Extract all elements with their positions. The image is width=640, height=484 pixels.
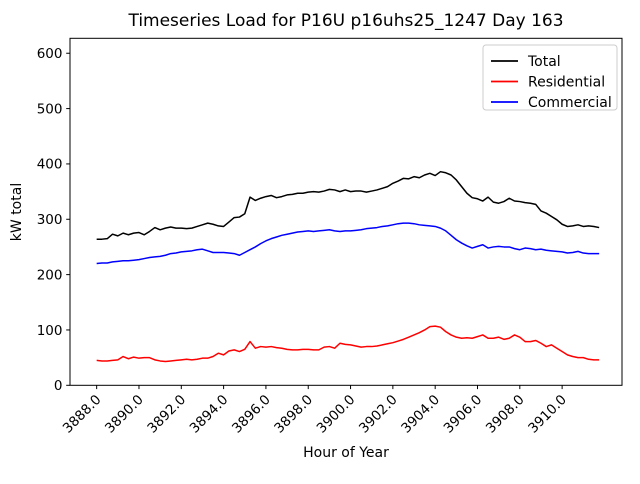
x-tick-label: 3904.0	[398, 392, 443, 437]
x-tick-label: 3892.0	[144, 392, 189, 437]
x-tick-label: 3896.0	[229, 392, 274, 437]
y-tick-label: 400	[37, 157, 63, 173]
series-line-total	[96, 170, 600, 240]
legend-label-residential: Residential	[528, 75, 605, 91]
y-tick-label: 0	[54, 378, 63, 394]
y-tick-label: 500	[37, 101, 63, 117]
legend-entry-total: Total	[491, 54, 561, 70]
legend: Total Residential Commercial	[482, 44, 618, 111]
y-axis-ticks: 0 100 200 300 400 500 600	[37, 46, 70, 394]
y-tick-label: 600	[37, 46, 63, 62]
x-axis-ticks: 3888.03890.03892.03894.03896.03898.03900…	[60, 385, 570, 437]
legend-label-total: Total	[527, 54, 561, 70]
chart-title: Timeseries Load for P16U p16uhs25_1247 D…	[127, 11, 563, 31]
legend-entry-residential: Residential	[491, 75, 605, 91]
y-axis-label: kW total	[9, 183, 25, 241]
x-tick-label: 3900.0	[314, 392, 359, 437]
x-tick-label: 3890.0	[102, 392, 147, 437]
x-tick-label: 3898.0	[271, 392, 316, 437]
y-tick-label: 300	[37, 212, 63, 228]
x-tick-label: 3906.0	[441, 392, 486, 437]
legend-label-commercial: Commercial	[528, 95, 612, 111]
x-tick-label: 3910.0	[525, 392, 570, 437]
x-tick-label: 3908.0	[483, 392, 528, 437]
legend-entry-commercial: Commercial	[491, 95, 612, 111]
plot-area-border	[69, 37, 623, 386]
x-tick-label: 3902.0	[356, 392, 401, 437]
y-tick-label: 200	[37, 267, 63, 283]
series-line-residential	[96, 325, 600, 363]
x-tick-label: 3888.0	[60, 392, 105, 437]
y-tick-label: 100	[37, 323, 63, 339]
x-axis-label: Hour of Year	[303, 445, 389, 461]
x-tick-label: 3894.0	[187, 392, 232, 437]
series-lines	[96, 170, 600, 363]
series-line-commercial	[96, 222, 600, 265]
